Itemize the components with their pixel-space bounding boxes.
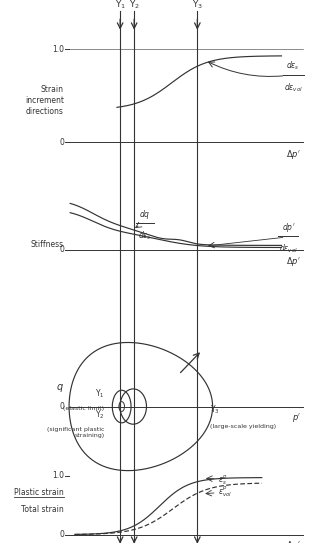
- Text: (significant plastic
straining): (significant plastic straining): [47, 427, 105, 438]
- Text: $d\varepsilon_{vol}$: $d\varepsilon_{vol}$: [284, 81, 303, 93]
- Text: $\Delta p'$: $\Delta p'$: [286, 255, 301, 268]
- Text: $q$: $q$: [56, 382, 64, 394]
- Text: 0: 0: [59, 245, 64, 254]
- Text: $d\varepsilon_{vol}$: $d\varepsilon_{vol}$: [279, 242, 298, 255]
- Text: Total strain: Total strain: [21, 505, 64, 514]
- Text: Y$_3$: Y$_3$: [210, 404, 220, 416]
- Text: Y$_1$: Y$_1$: [95, 388, 105, 400]
- Text: (elastic limit): (elastic limit): [63, 406, 105, 411]
- Text: $\Delta p'$: $\Delta p'$: [286, 539, 301, 543]
- Text: Y$_3$: Y$_3$: [192, 0, 203, 11]
- Text: $dq$: $dq$: [139, 208, 151, 221]
- Text: Y$_2$: Y$_2$: [95, 409, 105, 421]
- Text: $d\varepsilon_s$: $d\varepsilon_s$: [138, 229, 152, 242]
- Text: (large-scale yielding): (large-scale yielding): [210, 424, 276, 429]
- Text: Y$_2$: Y$_2$: [129, 0, 140, 11]
- Text: $\varepsilon_{vol}^p$: $\varepsilon_{vol}^p$: [218, 484, 232, 499]
- Text: 1.0: 1.0: [52, 471, 64, 481]
- Text: 0: 0: [59, 402, 64, 411]
- Text: 1.0: 1.0: [52, 45, 64, 54]
- Text: Y$_1$: Y$_1$: [115, 0, 126, 11]
- Text: $\varepsilon_s^p$: $\varepsilon_s^p$: [218, 473, 227, 487]
- Text: $p'$: $p'$: [292, 411, 301, 424]
- Text: $\Delta p'$: $\Delta p'$: [286, 148, 301, 161]
- Text: Plastic strain: Plastic strain: [14, 488, 64, 497]
- Text: $dp'$: $dp'$: [282, 221, 295, 234]
- Text: 0: 0: [59, 530, 64, 539]
- Text: 0: 0: [59, 138, 64, 147]
- Text: $d\varepsilon_s$: $d\varepsilon_s$: [286, 60, 300, 72]
- Text: Strain
increment
directions: Strain increment directions: [25, 85, 64, 116]
- Text: Stiffness: Stiffness: [31, 240, 64, 249]
